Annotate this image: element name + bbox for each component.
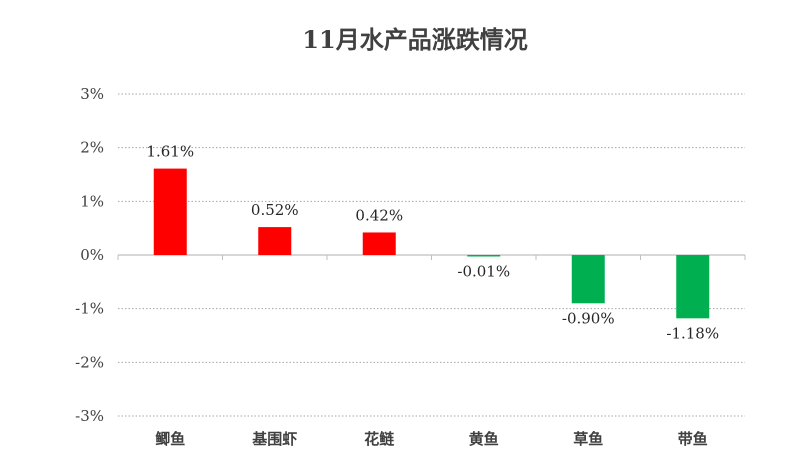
y-tick-label: 0% <box>80 246 104 264</box>
gridlines <box>118 93 745 417</box>
data-label: 1.61% <box>146 143 194 161</box>
bar <box>676 255 710 319</box>
bar <box>467 255 501 257</box>
data-label: -1.18% <box>666 324 719 342</box>
y-axis-tick-labels: 3% 2% 1% 0% -1% -2% -3% <box>75 85 104 425</box>
data-label: 0.42% <box>355 206 403 224</box>
data-label: 0.52% <box>251 201 299 219</box>
bar <box>153 168 187 255</box>
data-labels: 1.61% 0.52% 0.42% -0.01% -0.90% -1.18% <box>146 143 719 343</box>
category-labels: 鲫鱼 基围虾 花鲢 黄鱼 草鱼 带鱼 <box>155 430 708 448</box>
bar <box>571 255 605 304</box>
bars <box>153 168 710 319</box>
y-tick-label: -3% <box>75 407 104 425</box>
category-label: 基围虾 <box>251 430 297 448</box>
y-tick-label: 1% <box>80 192 104 210</box>
category-label: 草鱼 <box>573 430 603 448</box>
category-label: 黄鱼 <box>469 430 499 448</box>
data-label: -0.90% <box>562 309 615 327</box>
category-label: 鲫鱼 <box>155 430 185 448</box>
y-tick-label: 3% <box>80 85 104 103</box>
y-tick-label: -1% <box>75 300 104 318</box>
y-tick-label: 2% <box>80 139 104 157</box>
bar <box>258 227 292 255</box>
x-axis <box>117 254 746 260</box>
bar <box>362 232 396 255</box>
chart-title: 11月水产品涨跌情况 <box>302 25 527 54</box>
y-tick-label: -2% <box>75 353 104 371</box>
category-label: 带鱼 <box>678 430 708 448</box>
category-label: 花鲢 <box>364 430 394 448</box>
data-label: -0.01% <box>457 263 510 281</box>
